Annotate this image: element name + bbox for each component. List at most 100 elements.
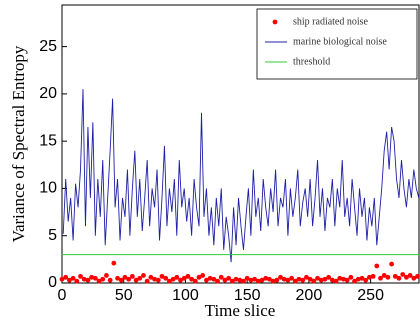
data-point bbox=[241, 278, 246, 284]
data-point bbox=[233, 276, 239, 282]
data-point bbox=[96, 278, 102, 284]
data-point bbox=[366, 274, 372, 280]
data-point bbox=[333, 278, 339, 284]
data-point bbox=[185, 273, 191, 279]
data-point bbox=[63, 274, 69, 280]
y-tick-label: 15 bbox=[39, 132, 57, 149]
data-point bbox=[318, 277, 324, 283]
data-point bbox=[278, 274, 283, 280]
legend-marker bbox=[272, 19, 278, 25]
data-point bbox=[400, 272, 406, 277]
data-point bbox=[122, 274, 128, 280]
data-point bbox=[148, 274, 154, 280]
data-point bbox=[118, 277, 124, 283]
data-point bbox=[200, 273, 206, 278]
data-point bbox=[126, 276, 132, 282]
data-line bbox=[62, 89, 420, 263]
data-point bbox=[163, 275, 169, 281]
data-point bbox=[396, 275, 402, 281]
data-point bbox=[152, 276, 157, 282]
data-point bbox=[266, 276, 272, 282]
y-tick-label: 0 bbox=[48, 274, 57, 291]
data-point bbox=[259, 277, 265, 283]
data-point bbox=[215, 278, 220, 284]
data-point bbox=[315, 275, 320, 281]
data-point bbox=[207, 275, 213, 281]
data-point bbox=[141, 273, 146, 278]
x-axis-title: Time slice bbox=[205, 301, 276, 320]
y-tick-label: 25 bbox=[39, 38, 57, 55]
plot-frame bbox=[61, 4, 420, 284]
data-point bbox=[115, 275, 120, 281]
data-point bbox=[111, 260, 117, 266]
data-point bbox=[159, 273, 165, 279]
data-point bbox=[252, 276, 257, 282]
x-tick-label: 250 bbox=[357, 287, 384, 304]
data-point bbox=[311, 278, 317, 284]
legend-box bbox=[256, 8, 418, 80]
data-point bbox=[144, 278, 150, 284]
data-point bbox=[304, 274, 309, 280]
x-tick-label: 200 bbox=[296, 287, 323, 304]
data-point bbox=[226, 275, 232, 281]
data-point bbox=[255, 278, 261, 284]
data-point bbox=[74, 278, 80, 284]
x-tick-label: 150 bbox=[234, 287, 261, 304]
data-point bbox=[70, 275, 76, 281]
data-point bbox=[341, 276, 346, 282]
data-point bbox=[392, 273, 398, 279]
data-point bbox=[370, 273, 376, 279]
data-point bbox=[389, 261, 395, 267]
x-tick-label: 100 bbox=[172, 287, 199, 304]
data-point bbox=[404, 274, 409, 280]
data-point bbox=[374, 263, 380, 269]
data-point bbox=[89, 274, 95, 280]
data-point bbox=[85, 277, 91, 283]
y-tick-label: 20 bbox=[39, 85, 57, 102]
data-point bbox=[411, 275, 417, 281]
data-point bbox=[181, 275, 187, 281]
data-point bbox=[137, 275, 143, 281]
data-point bbox=[170, 276, 176, 282]
data-point bbox=[211, 276, 217, 282]
data-point bbox=[263, 275, 269, 281]
data-point bbox=[363, 277, 369, 283]
data-point bbox=[352, 278, 357, 284]
data-point bbox=[189, 276, 195, 282]
data-point bbox=[326, 274, 332, 280]
data-point bbox=[344, 277, 350, 283]
data-point bbox=[196, 274, 202, 280]
data-point bbox=[355, 276, 361, 282]
data-point bbox=[381, 273, 387, 278]
data-point bbox=[244, 275, 250, 281]
data-point bbox=[337, 275, 343, 281]
data-point bbox=[292, 278, 298, 284]
data-point bbox=[81, 276, 87, 282]
data-point bbox=[407, 273, 413, 278]
data-point bbox=[167, 278, 172, 284]
data-point bbox=[285, 277, 291, 283]
data-point bbox=[67, 277, 72, 283]
data-point bbox=[281, 276, 287, 282]
data-point bbox=[107, 277, 113, 283]
data-point bbox=[218, 274, 224, 280]
legend-label: marine biological noise bbox=[293, 36, 387, 47]
data-point bbox=[155, 277, 161, 283]
data-point bbox=[174, 274, 180, 280]
data-point bbox=[348, 274, 354, 280]
y-tick-label: 10 bbox=[39, 180, 57, 197]
data-point bbox=[248, 277, 254, 283]
data-point bbox=[237, 277, 243, 283]
data-point bbox=[415, 273, 420, 279]
data-point bbox=[222, 277, 228, 283]
legend-label: threshold bbox=[293, 56, 330, 67]
data-point bbox=[307, 276, 313, 282]
data-point bbox=[229, 278, 235, 284]
data-point bbox=[129, 273, 135, 279]
data-point bbox=[385, 274, 391, 280]
x-tick-label: 0 bbox=[58, 287, 67, 304]
data-point bbox=[192, 278, 198, 284]
y-axis-title: Variance of Spectral Entropy bbox=[9, 45, 28, 242]
x-tick-label: 50 bbox=[115, 287, 133, 304]
